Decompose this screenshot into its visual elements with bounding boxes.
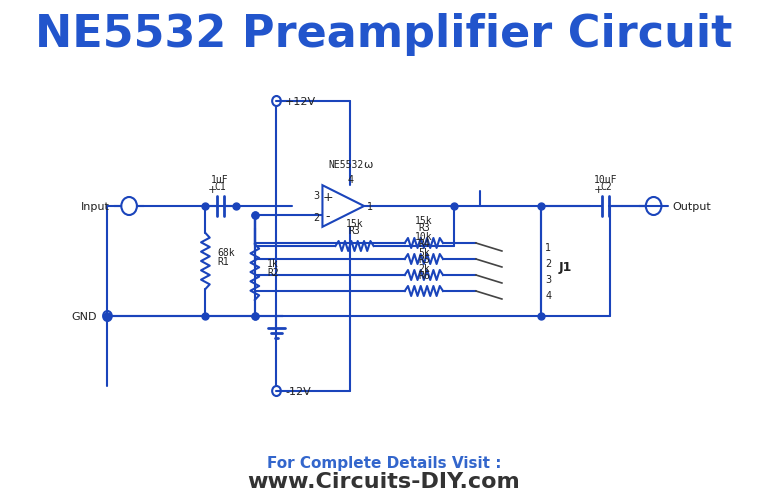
Text: 4: 4 (347, 174, 353, 184)
Text: For Complete Details Visit :: For Complete Details Visit : (266, 455, 502, 470)
Text: Input: Input (81, 201, 110, 211)
Text: 1uF: 1uF (211, 175, 229, 185)
Text: 3: 3 (313, 190, 319, 200)
Text: R5: R5 (418, 255, 430, 265)
Text: R6: R6 (418, 271, 430, 281)
Text: 1k: 1k (267, 259, 279, 269)
Text: +: + (323, 190, 333, 203)
Text: NE5532: NE5532 (328, 160, 363, 170)
Text: 3: 3 (545, 275, 551, 285)
Text: R1: R1 (217, 257, 230, 267)
Text: C2: C2 (600, 182, 612, 191)
Text: 15k: 15k (415, 215, 432, 225)
Text: 10k: 10k (415, 231, 432, 241)
Text: 4: 4 (545, 291, 551, 301)
Text: R2: R2 (267, 268, 279, 278)
Text: J1: J1 (558, 261, 571, 274)
Text: 2k: 2k (418, 264, 430, 274)
Text: GND: GND (71, 312, 97, 321)
Text: +12V: +12V (285, 97, 316, 107)
Text: NE5532 Preamplifier Circuit: NE5532 Preamplifier Circuit (35, 13, 733, 56)
Text: 1: 1 (545, 242, 551, 253)
Text: R3: R3 (349, 225, 360, 235)
Text: +: + (207, 185, 217, 194)
Text: www.Circuits-DIY.com: www.Circuits-DIY.com (247, 471, 521, 491)
Text: 1: 1 (366, 201, 372, 211)
Text: 2: 2 (545, 259, 551, 269)
Text: R3: R3 (418, 222, 430, 232)
Text: R4: R4 (418, 238, 430, 248)
Text: 5k: 5k (418, 247, 430, 258)
Text: Output: Output (673, 201, 711, 211)
Text: 2: 2 (313, 213, 319, 223)
Text: -12V: -12V (285, 386, 311, 396)
Text: 15k: 15k (346, 218, 363, 228)
Text: +: + (594, 185, 603, 194)
Text: 10uF: 10uF (594, 175, 617, 185)
Text: ω: ω (362, 160, 372, 170)
Text: C1: C1 (214, 182, 226, 191)
Text: 68k: 68k (217, 247, 235, 258)
Text: -: - (326, 210, 330, 222)
